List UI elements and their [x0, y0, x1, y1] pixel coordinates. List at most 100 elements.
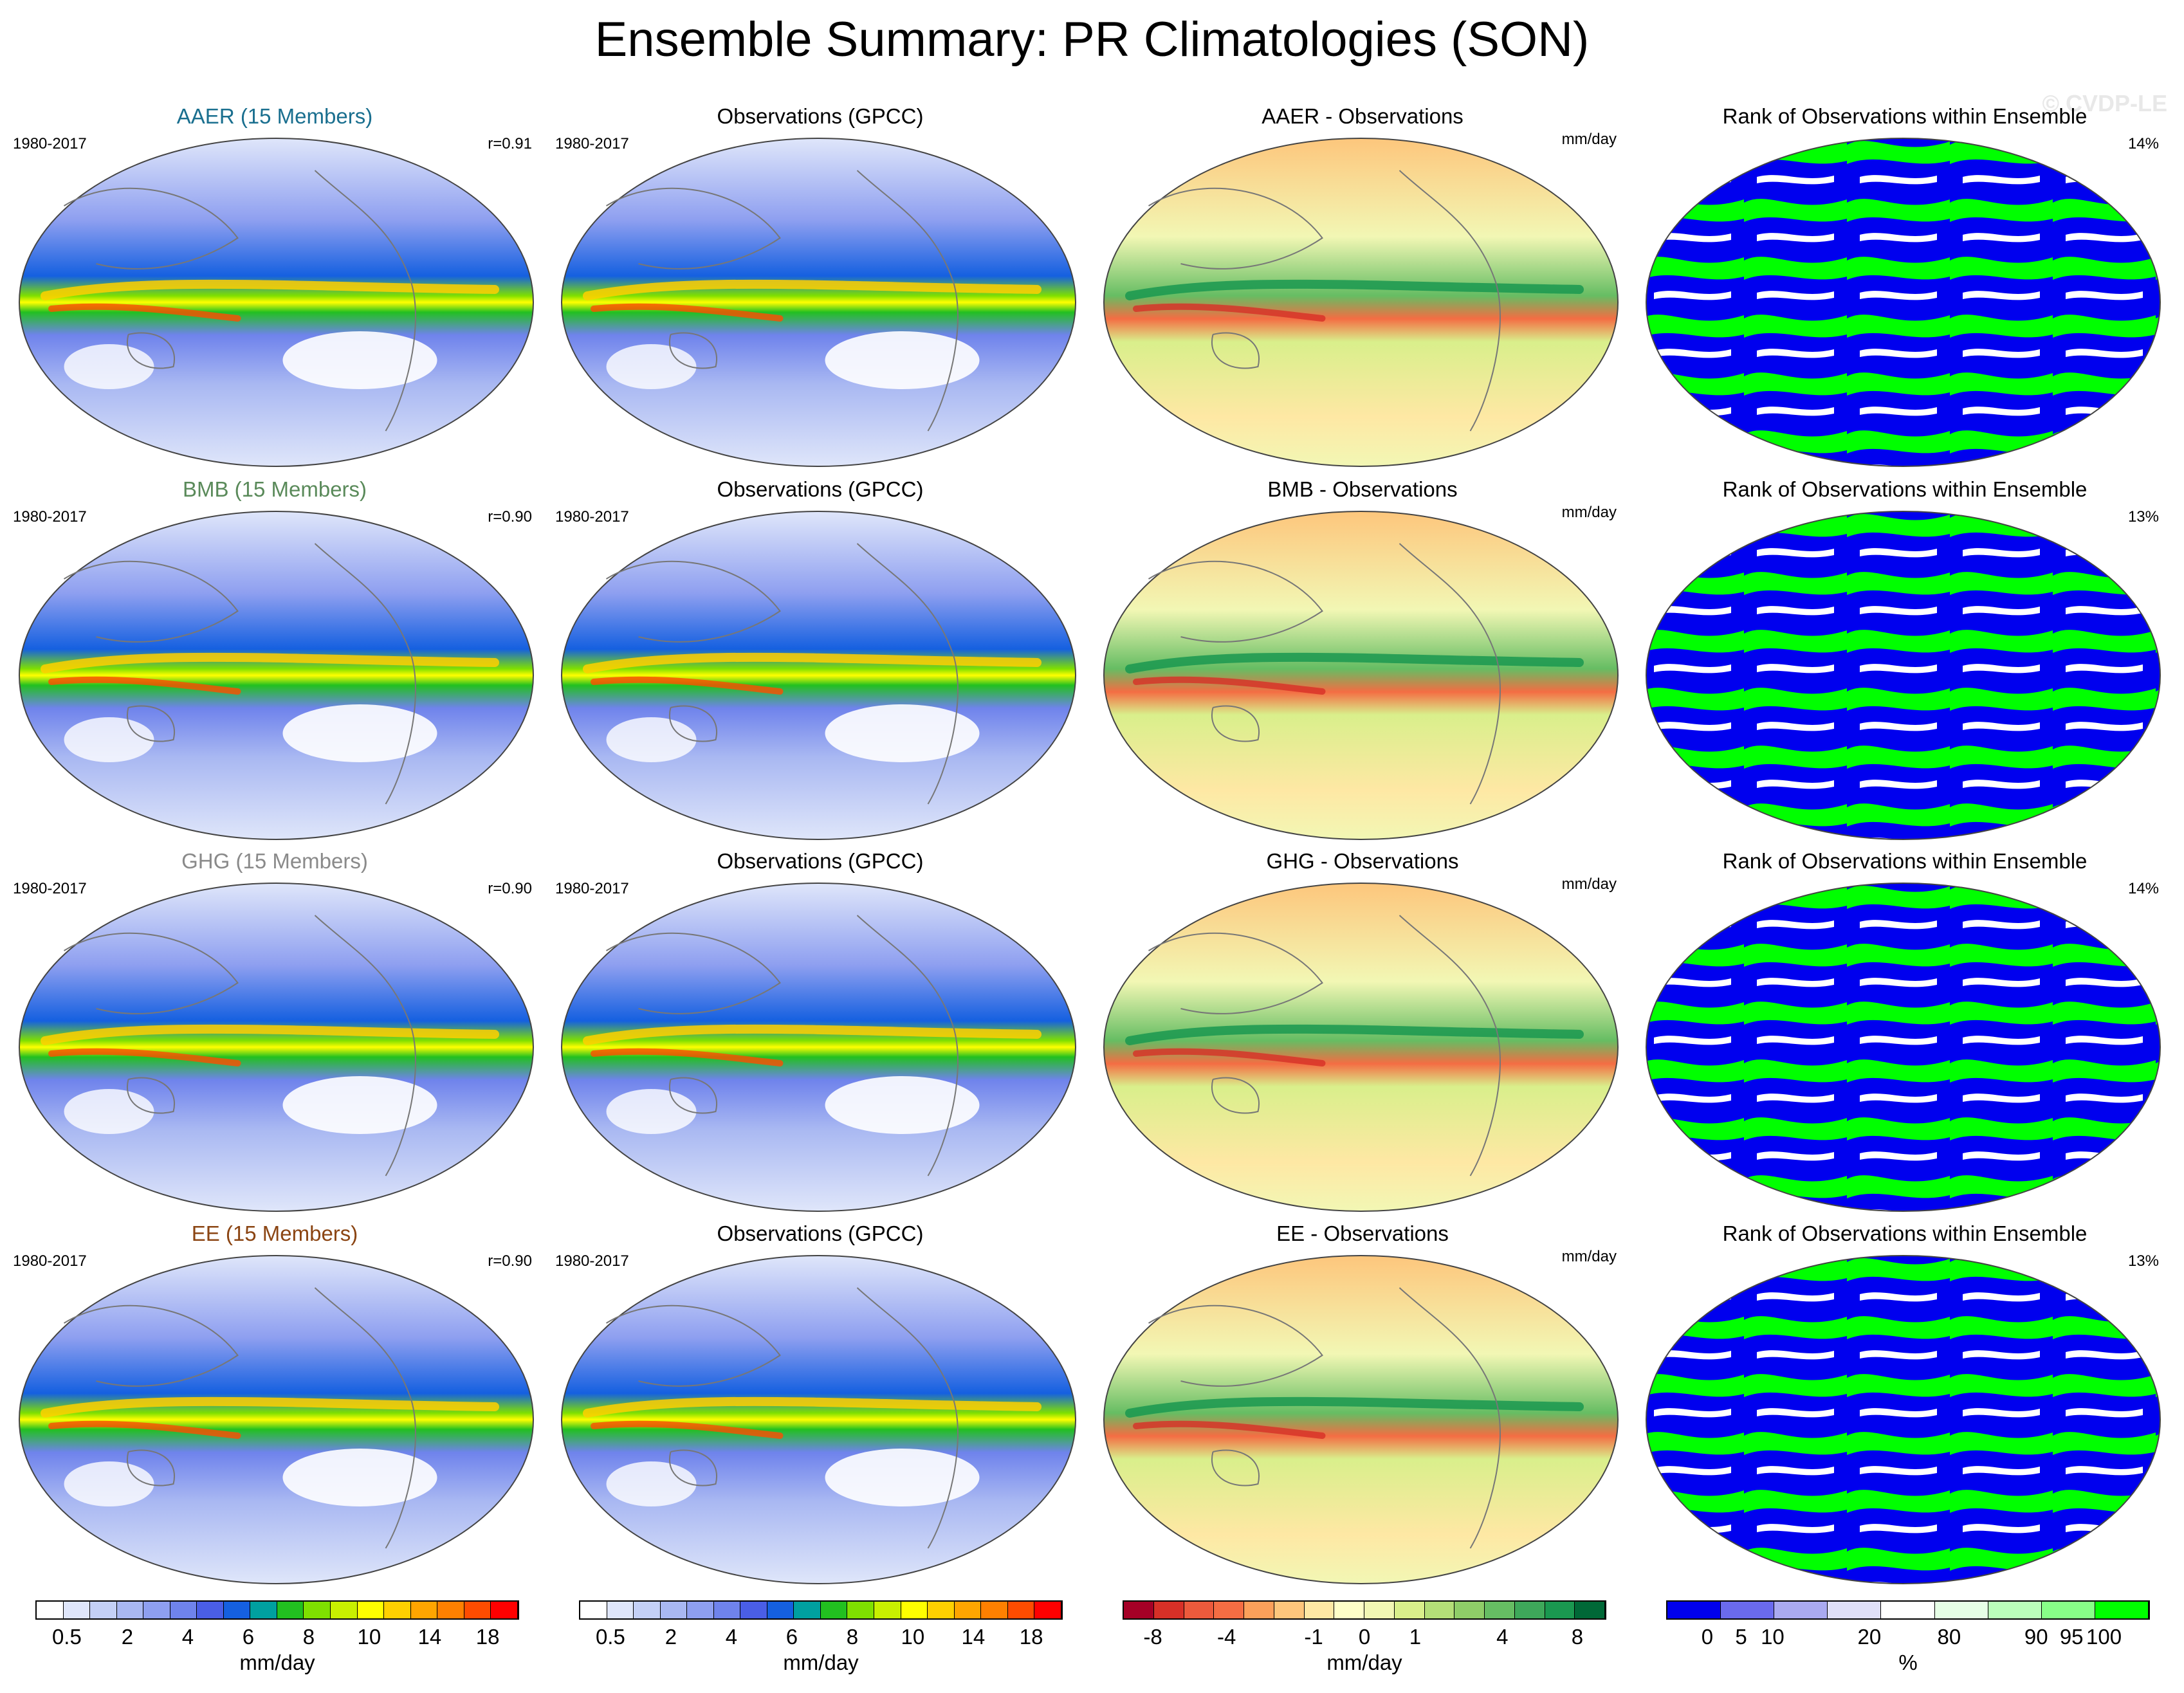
- obs-map-1: [561, 511, 1076, 840]
- spcz-band-3: [48, 1420, 241, 1439]
- colorbar-0-swatch-14: [410, 1602, 438, 1618]
- diff-globe-2: [1103, 883, 1619, 1212]
- rank-globe-0: [1646, 138, 2161, 467]
- obs-globe-3: [561, 1255, 1076, 1584]
- asia-outline-1: [63, 560, 239, 643]
- ens-globe-0: [19, 138, 534, 467]
- ens-globe-2: [19, 883, 534, 1212]
- diff-corner-label-2: mm/day: [1561, 875, 1617, 893]
- colorbar-2-swatch-4: [1244, 1602, 1274, 1618]
- ens-map-1: [19, 511, 534, 840]
- americas-outline-1: [314, 543, 416, 805]
- rank-panel-title-3: Rank of Observations within Ensemble: [1722, 1222, 2088, 1245]
- obs-panel-title-2: Observations (GPCC): [717, 849, 924, 873]
- colorbar-2-tick-6: 8: [1571, 1625, 1584, 1649]
- colorbar-1-swatch-7: [767, 1602, 794, 1618]
- colorbar-0-swatch-0: [37, 1602, 64, 1618]
- colorbar-2-swatch-5: [1274, 1602, 1305, 1618]
- ens-years-1: 1980-2017: [13, 508, 87, 526]
- diff-panel-title-0: AAER - Observations: [1262, 104, 1464, 128]
- colorbar-1-swatch-15: [981, 1602, 1008, 1618]
- colorbar-0: [35, 1600, 519, 1620]
- colorbar-2-swatch-9: [1394, 1602, 1425, 1618]
- rank-corner-label-0: 14%: [2127, 135, 2159, 152]
- colorbar-1-tick-1: 2: [665, 1625, 677, 1649]
- diff-corner-label-3: mm/day: [1561, 1248, 1617, 1265]
- asia-outline-3: [63, 1304, 239, 1387]
- dry-zone-2: [825, 1076, 980, 1134]
- rank-globe-3: [1646, 1255, 2161, 1584]
- diff-globe-3: [1103, 1255, 1619, 1584]
- diff-corner-label-0: mm/day: [1561, 131, 1617, 148]
- diff-map-0: [1103, 138, 1619, 467]
- ens-years-3: 1980-2017: [13, 1252, 87, 1270]
- dry-zone-b-1: [606, 717, 697, 762]
- colorbar-0-tick-3: 6: [242, 1625, 255, 1649]
- colorbar-2-swatch-13: [1514, 1602, 1545, 1618]
- australia-outline-3: [1211, 1449, 1260, 1487]
- dry-zone-b-2: [64, 1089, 154, 1134]
- colorbar-1-swatch-3: [660, 1602, 688, 1618]
- colorbar-0-swatch-1: [63, 1602, 91, 1618]
- colorbar-3-swatch-6: [1988, 1602, 2042, 1618]
- colorbar-2-swatch-0: [1124, 1602, 1154, 1618]
- obs-panel-title-0: Observations (GPCC): [717, 104, 924, 128]
- itcz-band-3: [1125, 1396, 1584, 1418]
- colorbar-0-swatch-10: [304, 1602, 331, 1618]
- colorbar-1-swatch-11: [874, 1602, 901, 1618]
- colorbar-0-label: mm/day: [239, 1651, 315, 1674]
- colorbar-3-tick-6: 95: [2059, 1625, 2084, 1649]
- spcz-band-2: [591, 1048, 784, 1066]
- dry-zone-3: [282, 1449, 437, 1506]
- diff-corner-label-1: mm/day: [1561, 504, 1617, 521]
- asia-outline-3: [1148, 1304, 1323, 1387]
- colorbar-0-tick-7: 18: [475, 1625, 500, 1649]
- itcz-band-2: [583, 1024, 1042, 1045]
- colorbar-1-swatch-1: [607, 1602, 634, 1618]
- obs-years-1: 1980-2017: [555, 508, 629, 526]
- spcz-band-3: [1133, 1420, 1326, 1439]
- colorbar-1-swatch-5: [713, 1602, 741, 1618]
- australia-outline-3: [669, 1449, 717, 1487]
- asia-outline-1: [1148, 560, 1323, 643]
- colorbar-3-swatch-8: [2095, 1602, 2149, 1618]
- colorbar-0-tick-0: 0.5: [51, 1625, 82, 1649]
- colorbar-1-tick-2: 4: [725, 1625, 738, 1649]
- americas-outline-0: [1399, 170, 1501, 432]
- colorbar-2-swatch-10: [1424, 1602, 1455, 1618]
- rank-globe-1: [1646, 511, 2161, 840]
- rank-panel-title-2: Rank of Observations within Ensemble: [1722, 849, 2088, 873]
- dry-zone-0: [282, 331, 437, 389]
- dry-zone-b-1: [64, 717, 154, 762]
- itcz-band-1: [41, 652, 499, 673]
- colorbar-1-tick-3: 6: [785, 1625, 798, 1649]
- colorbar-1-swatch-17: [1034, 1602, 1061, 1618]
- diff-panel-title-2: GHG - Observations: [1266, 849, 1459, 873]
- asia-outline-2: [605, 932, 781, 1014]
- colorbar-0-tick-1: 2: [121, 1625, 134, 1649]
- obs-years-2: 1980-2017: [555, 880, 629, 897]
- colorbar-3-tick-7: 100: [2086, 1625, 2122, 1649]
- americas-outline-0: [856, 170, 959, 432]
- colorbar-3-tick-4: 80: [1937, 1625, 1961, 1649]
- rank-panel-title-1: Rank of Observations within Ensemble: [1722, 477, 2088, 501]
- spcz-band-1: [48, 676, 241, 695]
- americas-outline-3: [314, 1287, 416, 1549]
- asia-outline-1: [605, 560, 781, 643]
- dry-zone-2: [282, 1076, 437, 1134]
- ens-corner-label-0: r=0.91: [488, 135, 532, 152]
- colorbar-3-label: %: [1898, 1651, 1918, 1674]
- spcz-band-2: [48, 1048, 241, 1066]
- americas-outline-3: [1399, 1287, 1501, 1549]
- ens-panel-title-2: GHG (15 Members): [181, 849, 368, 873]
- dry-zone-3: [825, 1449, 980, 1506]
- ens-map-0: [19, 138, 534, 467]
- dry-zone-1: [282, 704, 437, 762]
- colorbar-3-swatch-1: [1721, 1602, 1775, 1618]
- colorbar-0-swatch-3: [116, 1602, 144, 1618]
- americas-outline-2: [856, 915, 959, 1176]
- colorbar-3-swatch-7: [2041, 1602, 2095, 1618]
- diff-map-3: [1103, 1255, 1619, 1584]
- colorbar-2-tick-5: 4: [1496, 1625, 1509, 1649]
- ens-panel-title-1: BMB (15 Members): [182, 477, 367, 501]
